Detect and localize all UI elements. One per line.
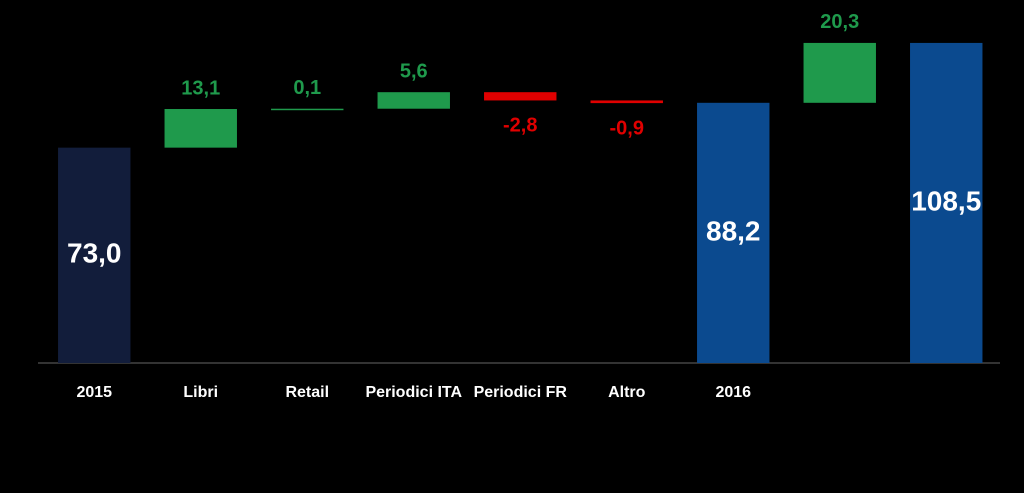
x-tick-label: Altro (608, 384, 646, 401)
bar (697, 102, 770, 363)
value-label: 20,3 (820, 11, 859, 33)
bar (164, 109, 237, 148)
value-label: 0,1 (293, 77, 321, 99)
x-tick-label: Periodici ITA (365, 384, 463, 401)
x-tick-label: 2016 (715, 384, 752, 401)
value-label: 73,0 (67, 238, 122, 269)
bar (484, 92, 557, 101)
x-tick-label: Periodici FR (473, 384, 567, 401)
bar (803, 42, 876, 103)
value-label: -2,8 (503, 115, 537, 137)
value-label: 108,5 (911, 185, 981, 216)
bar (58, 147, 131, 363)
value-label: -0,9 (610, 117, 644, 139)
x-tick-label: Retail (285, 384, 330, 401)
value-label: 88,2 (706, 215, 761, 246)
x-tick-label: Libri (183, 384, 219, 401)
value-label: 5,6 (400, 60, 428, 82)
value-label: 13,1 (181, 77, 220, 99)
bar (271, 108, 344, 111)
bar (910, 42, 983, 364)
bar (590, 100, 663, 104)
x-tick-label: 2015 (76, 384, 113, 401)
bar (377, 92, 450, 109)
